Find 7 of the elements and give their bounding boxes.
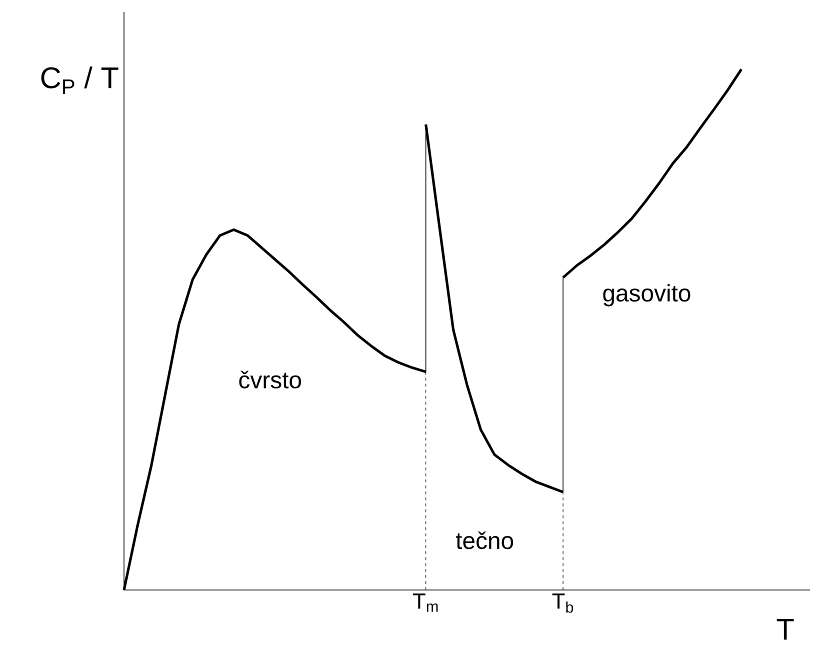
annotation: gasovito <box>603 284 690 306</box>
annotation: čvrsto <box>239 370 302 388</box>
annotation: tečno <box>456 531 514 550</box>
x-axis-title: T <box>776 619 794 640</box>
y-axis-title: C$_{P}$ / T <box>41 66 118 94</box>
x-tick-label: T$_{m}$ <box>413 594 438 612</box>
x-tick-label: T$_{b}$ <box>552 594 574 613</box>
